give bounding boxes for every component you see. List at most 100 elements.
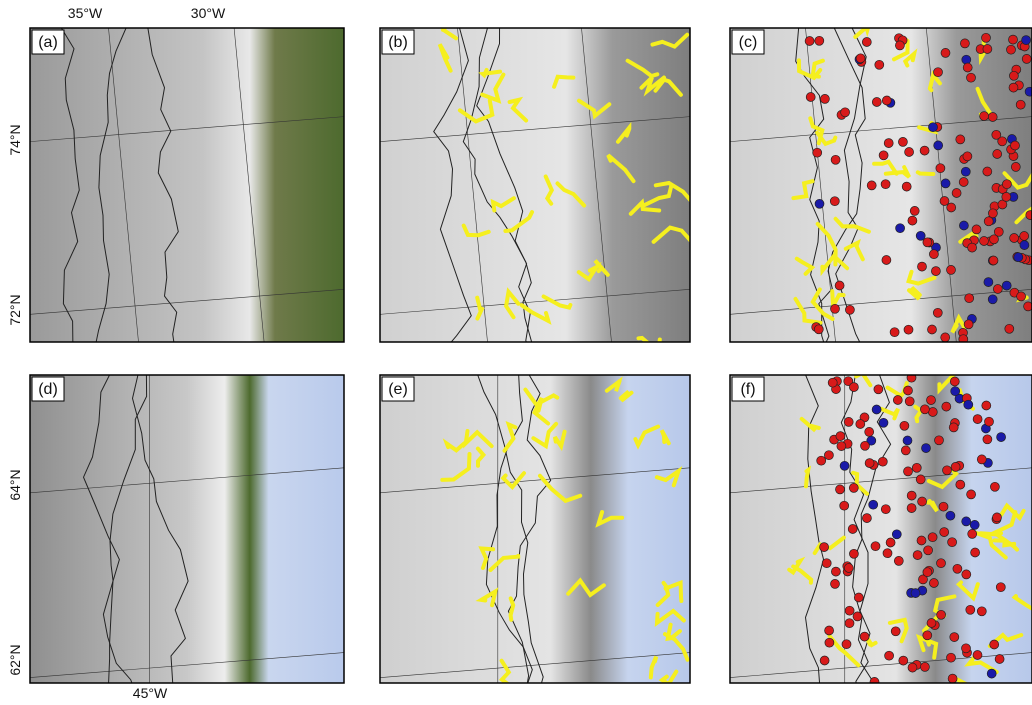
lineation	[926, 499, 939, 513]
lineation	[937, 375, 957, 395]
landform-point	[961, 516, 972, 527]
landform-point	[1021, 54, 1032, 64]
landform-point	[920, 404, 930, 415]
landform-point	[928, 122, 938, 133]
landform-point	[946, 265, 956, 275]
lon-label: 35°W	[68, 5, 103, 21]
lineation	[950, 313, 967, 334]
lineation	[663, 632, 690, 662]
divide-line	[852, 375, 892, 683]
divide-line	[95, 28, 127, 342]
landform-point	[993, 226, 1004, 237]
landform-point	[987, 294, 998, 305]
lineation	[950, 675, 981, 683]
divide-line	[507, 375, 552, 683]
map-background	[380, 28, 690, 342]
landform-point	[916, 535, 927, 546]
landform-point	[911, 462, 922, 473]
landform-point	[892, 395, 903, 405]
landform-point	[958, 334, 969, 342]
lineation	[799, 416, 821, 433]
landform-point	[1001, 192, 1012, 202]
lineation	[655, 580, 671, 607]
landform-point	[840, 107, 850, 118]
map-panel	[30, 375, 344, 683]
lineation	[633, 424, 661, 450]
landform-point	[843, 563, 854, 573]
landform-point	[950, 386, 961, 397]
landform-point	[906, 490, 917, 501]
lineation	[498, 658, 512, 683]
lineation	[654, 466, 683, 488]
graticule	[380, 116, 690, 142]
landform-point	[864, 427, 875, 437]
landform-point	[861, 37, 872, 47]
lineation	[915, 170, 936, 176]
landform-point	[855, 419, 866, 429]
landform-point	[881, 255, 892, 265]
landform-point	[987, 112, 998, 122]
landform-point	[976, 454, 987, 465]
lineation	[543, 174, 555, 206]
landform-point	[819, 542, 829, 552]
lineation	[851, 470, 869, 496]
lineation	[651, 225, 690, 244]
landform-point	[813, 324, 824, 335]
landform-point	[960, 38, 970, 49]
landform-point	[877, 456, 888, 467]
panel-label: (c)	[739, 34, 758, 51]
landform-point	[866, 180, 877, 191]
landform-point	[984, 416, 994, 427]
lineation	[503, 210, 534, 233]
divide-line	[108, 375, 148, 683]
lineation	[932, 594, 957, 615]
landform-point	[992, 149, 1003, 159]
lineation	[1011, 594, 1032, 611]
lineation	[488, 553, 521, 572]
graticule	[30, 467, 344, 494]
lineation	[552, 74, 576, 89]
landform-point	[849, 548, 859, 559]
landform-point	[962, 151, 973, 162]
landform-point	[860, 440, 870, 451]
landform-point	[868, 499, 879, 510]
graticule	[108, 28, 139, 342]
landform-point	[981, 400, 992, 411]
landform-point	[918, 574, 928, 585]
map-panel	[730, 375, 1032, 683]
panel-frame	[729, 27, 1032, 343]
lineation	[808, 116, 825, 146]
landform-point	[917, 261, 927, 272]
lineation	[531, 421, 559, 450]
landform-point	[972, 650, 983, 660]
lineation	[978, 531, 1019, 552]
lineation	[441, 28, 459, 41]
lineation	[457, 98, 495, 124]
lineation	[642, 184, 674, 207]
landform-point	[939, 527, 950, 537]
landform-point	[889, 327, 900, 338]
lineation	[508, 596, 516, 622]
lineation	[864, 635, 878, 648]
landform-point	[942, 465, 952, 476]
landform-point	[841, 639, 852, 650]
landform-point	[827, 377, 838, 388]
landform-point	[855, 53, 866, 64]
landform-point	[994, 654, 1005, 664]
divide-line	[131, 375, 189, 683]
panel-label: (e)	[388, 381, 408, 398]
lon-label: 30°W	[191, 5, 226, 21]
panel-label: (d)	[38, 381, 58, 398]
graticule	[233, 28, 265, 342]
label-box	[381, 29, 415, 55]
landform-point	[961, 569, 972, 580]
landform-point	[941, 401, 952, 412]
landform-point	[967, 529, 978, 539]
graticule	[730, 116, 1032, 142]
landform-point	[899, 420, 910, 431]
lineation	[440, 452, 472, 482]
lineation	[577, 98, 612, 120]
lineation	[461, 223, 491, 238]
lineation	[820, 252, 850, 277]
graticule	[581, 28, 612, 342]
